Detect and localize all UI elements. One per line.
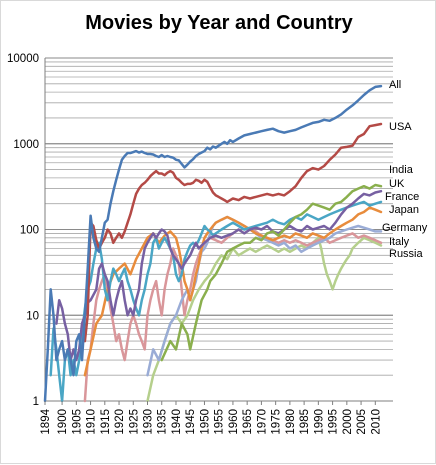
x-tick-label: 1990	[313, 409, 325, 435]
x-tick-label: 1995	[328, 409, 340, 435]
x-tick-label: 1915	[100, 409, 112, 435]
x-tick-label: 1894	[40, 408, 52, 434]
series-lines	[43, 84, 383, 403]
series-line-russia	[146, 236, 383, 403]
x-tick-label: 2010	[370, 409, 382, 435]
x-tick-label: 1980	[285, 409, 297, 435]
x-tick-label: 2005	[356, 409, 368, 435]
legend-label-usa: USA	[389, 121, 412, 133]
x-tick-label: 1920	[114, 409, 126, 435]
series-line-india	[160, 183, 383, 362]
x-tick-label: 1960	[228, 409, 240, 435]
legend-label-uk: UK	[389, 178, 405, 190]
series-line-all	[43, 84, 383, 403]
legend-label-japan: Japan	[389, 204, 419, 216]
x-tick-label: 1940	[171, 409, 183, 435]
x-tick-label: 2000	[342, 409, 354, 435]
x-tick-label: 1950	[199, 409, 211, 435]
x-tick-label: 1975	[271, 409, 283, 435]
y-tick-label: 1	[33, 396, 39, 408]
grid	[45, 57, 393, 402]
legend-label-india: India	[389, 164, 414, 176]
series-line-japan	[83, 206, 383, 377]
x-tick-label: 1970	[256, 409, 268, 435]
x-tick-label: 1900	[57, 409, 69, 435]
y-tick-label: 1000	[13, 139, 39, 151]
legend-label-all: All	[389, 79, 401, 91]
x-tick-label: 1910	[86, 409, 98, 435]
legend-label-france: France	[385, 191, 419, 203]
x-tick-label: 1930	[143, 409, 155, 435]
series-line-germany	[146, 215, 383, 377]
y-tick-label: 100	[20, 225, 39, 237]
legend-label-germany: Germany	[382, 222, 428, 234]
chart-title: Movies by Year and Country	[85, 12, 353, 34]
series-line-usa	[83, 122, 383, 343]
y-tick-label: 10000	[7, 53, 39, 65]
x-tick-label: 1965	[242, 409, 254, 435]
x-tick-label: 1985	[299, 409, 311, 435]
x-tick-label: 1925	[128, 409, 140, 435]
legend-label-russia: Russia	[389, 248, 424, 260]
series-line-france	[49, 200, 383, 403]
x-tick-label: 1905	[71, 409, 83, 435]
series-line-uk	[55, 189, 383, 362]
x-tick-label: 1955	[214, 409, 226, 435]
x-tick-label: 1935	[157, 409, 169, 435]
legend-label-italy: Italy	[389, 236, 410, 248]
y-tick-label: 10	[26, 310, 39, 322]
x-tick-label: 1945	[185, 409, 197, 435]
